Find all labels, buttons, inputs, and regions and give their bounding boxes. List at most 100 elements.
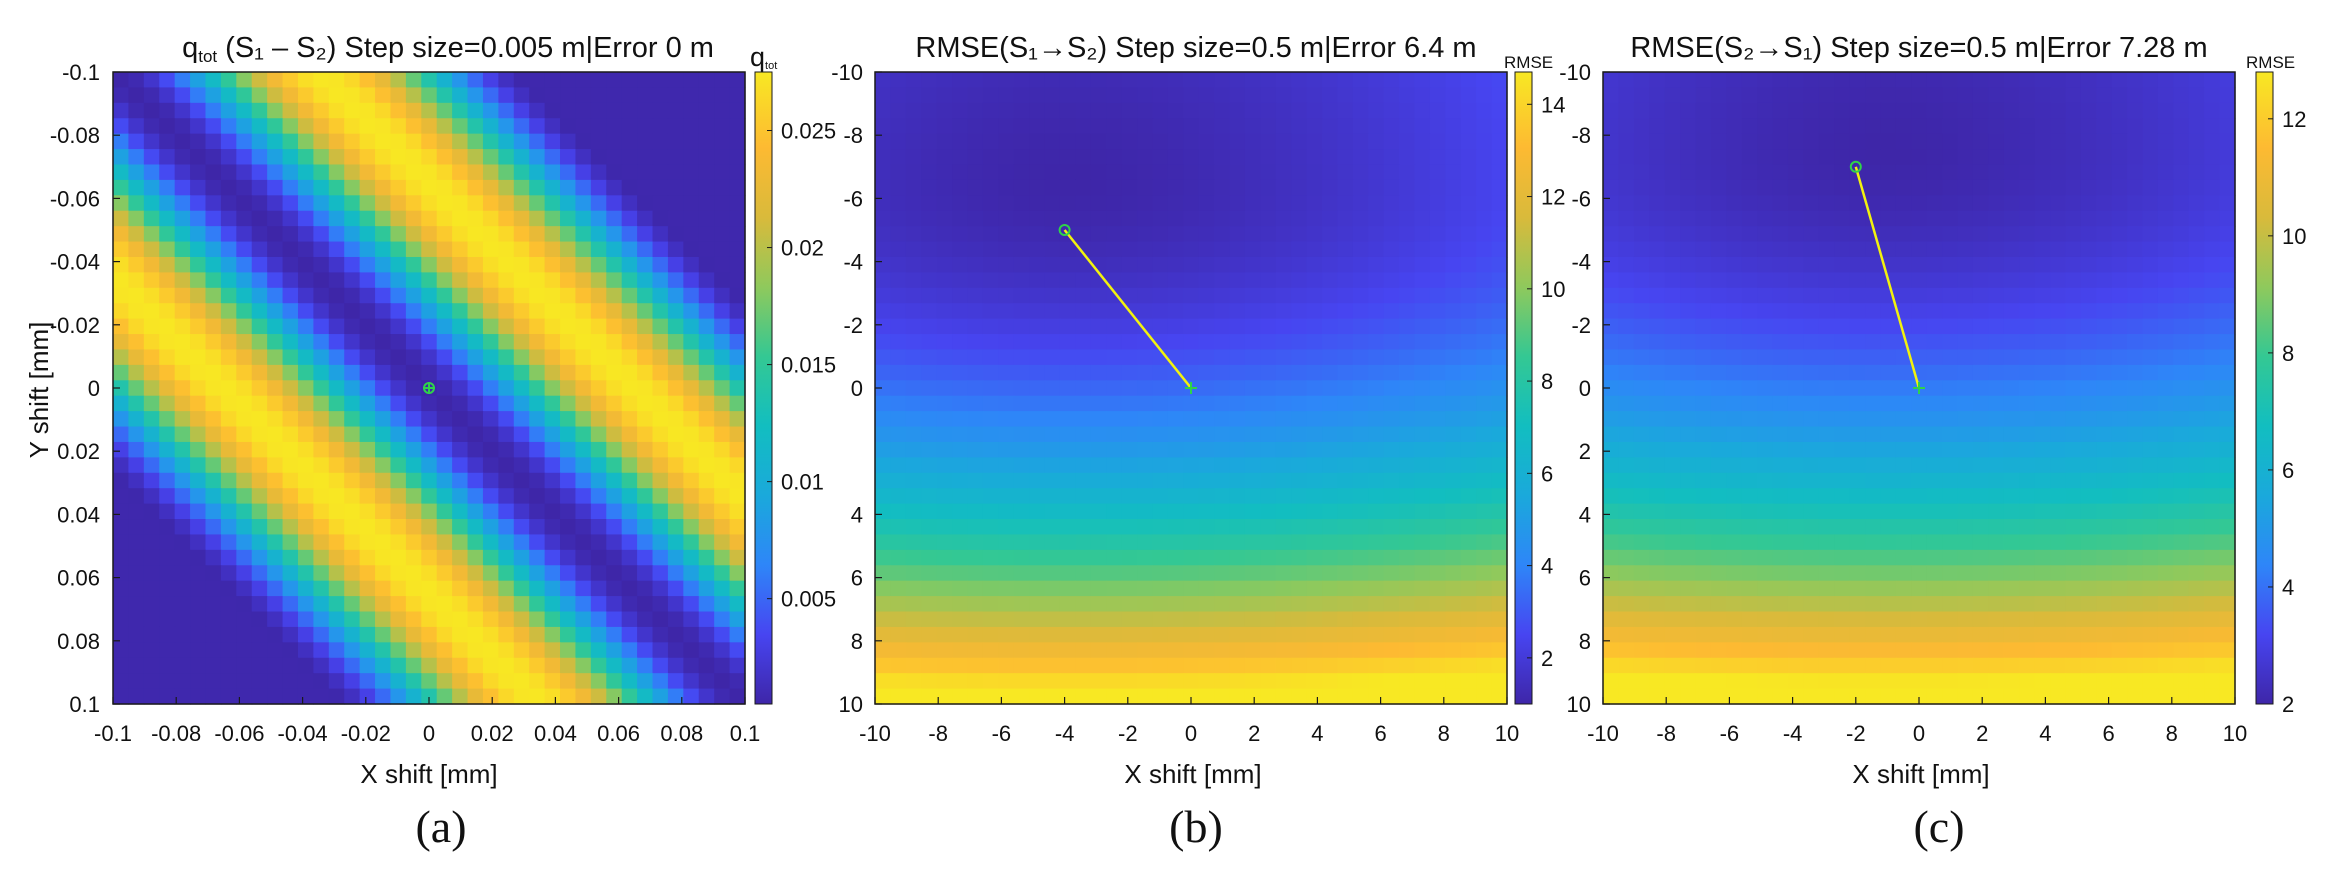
heatmap-cell bbox=[2065, 179, 2082, 196]
heatmap-cell bbox=[1649, 472, 1666, 489]
heatmap-cell bbox=[1260, 241, 1277, 258]
heatmap-cell bbox=[1726, 334, 1743, 351]
heatmap-cell bbox=[921, 287, 938, 304]
heatmap-cell bbox=[698, 503, 715, 520]
heatmap-cell bbox=[1275, 503, 1292, 520]
heatmap-cell bbox=[1710, 519, 1727, 536]
heatmap-cell bbox=[282, 642, 299, 659]
heatmap-cell bbox=[729, 411, 746, 428]
heatmap-cell bbox=[1214, 519, 1231, 536]
heatmap-cell bbox=[344, 488, 361, 505]
heatmap-cell bbox=[159, 164, 176, 181]
heatmap-cell bbox=[621, 534, 638, 551]
heatmap-cell bbox=[637, 364, 654, 381]
heatmap-cell bbox=[2173, 102, 2190, 119]
heatmap-cell bbox=[1618, 364, 1635, 381]
heatmap-cell bbox=[621, 472, 638, 489]
heatmap-cell bbox=[1029, 380, 1046, 397]
heatmap-cell bbox=[1726, 87, 1743, 104]
heatmap-cell bbox=[1680, 179, 1697, 196]
heatmap-cell bbox=[1603, 349, 1620, 366]
heatmap-cell bbox=[1029, 488, 1046, 505]
heatmap-cell bbox=[2111, 457, 2128, 474]
heatmap-cell bbox=[967, 519, 984, 536]
heatmap-cell bbox=[1137, 241, 1154, 258]
heatmap-cell bbox=[1787, 179, 1804, 196]
heatmap-cell bbox=[1926, 426, 1943, 443]
heatmap-cell bbox=[190, 457, 207, 474]
heatmap-cell bbox=[590, 611, 607, 628]
heatmap-cell bbox=[1926, 549, 1943, 566]
heatmap-cell bbox=[560, 303, 577, 320]
heatmap-cell bbox=[1106, 688, 1123, 705]
heatmap-cell bbox=[205, 118, 222, 135]
heatmap-cell bbox=[421, 411, 438, 428]
heatmap-cell bbox=[2065, 241, 2082, 258]
heatmap-cell bbox=[1383, 133, 1400, 150]
heatmap-cell bbox=[1059, 441, 1076, 458]
heatmap-cell bbox=[436, 303, 453, 320]
heatmap-cell bbox=[1618, 334, 1635, 351]
heatmap-cell bbox=[313, 210, 330, 227]
heatmap-cell bbox=[1383, 611, 1400, 628]
heatmap-cell bbox=[251, 195, 268, 212]
heatmap-cell bbox=[297, 272, 314, 289]
heatmap-cell bbox=[952, 303, 969, 320]
heatmap-cell bbox=[1787, 441, 1804, 458]
heatmap-cell bbox=[1911, 457, 1928, 474]
heatmap-cell bbox=[2204, 149, 2221, 166]
heatmap-cell bbox=[467, 534, 484, 551]
heatmap-cell bbox=[1214, 611, 1231, 628]
heatmap-cell bbox=[905, 87, 922, 104]
heatmap-cell bbox=[1491, 673, 1508, 690]
heatmap-cell bbox=[1988, 441, 2005, 458]
heatmap-cell bbox=[1183, 426, 1200, 443]
heatmap-cell bbox=[1414, 133, 1431, 150]
heatmap-cell bbox=[1044, 334, 1061, 351]
heatmap-cell bbox=[436, 673, 453, 690]
heatmap-cell bbox=[1476, 488, 1493, 505]
heatmap-cell bbox=[328, 164, 345, 181]
heatmap-cell bbox=[1229, 503, 1246, 520]
heatmap-cell bbox=[1337, 411, 1354, 428]
heatmap-cell bbox=[544, 426, 561, 443]
heatmap-cell bbox=[513, 426, 530, 443]
heatmap-cell bbox=[2188, 179, 2205, 196]
heatmap-cell bbox=[2204, 580, 2221, 597]
heatmap-cell bbox=[2219, 334, 2236, 351]
heatmap-cell bbox=[452, 210, 469, 227]
heatmap-cell bbox=[1244, 349, 1261, 366]
heatmap-cell bbox=[1352, 488, 1369, 505]
heatmap-cell bbox=[282, 87, 299, 104]
heatmap-cell bbox=[1988, 102, 2005, 119]
heatmap-cell bbox=[1926, 596, 1943, 613]
heatmap-cell bbox=[652, 472, 669, 489]
heatmap-cell bbox=[1445, 256, 1462, 273]
heatmap-cell bbox=[1803, 411, 1820, 428]
heatmap-cell bbox=[498, 364, 515, 381]
y-tick-label: -0.02 bbox=[50, 313, 100, 338]
heatmap-cell bbox=[1291, 472, 1308, 489]
heatmap-cell bbox=[190, 626, 207, 643]
heatmap-cell bbox=[1121, 272, 1138, 289]
heatmap-cell bbox=[560, 549, 577, 566]
heatmap-cell bbox=[1044, 642, 1061, 659]
heatmap-cell bbox=[1090, 87, 1107, 104]
heatmap-cell bbox=[1972, 303, 1989, 320]
heatmap-cell bbox=[498, 149, 515, 166]
heatmap-cell bbox=[1741, 519, 1758, 536]
heatmap-cell bbox=[1383, 164, 1400, 181]
heatmap-cell bbox=[297, 626, 314, 643]
heatmap-cell bbox=[1368, 549, 1385, 566]
heatmap-cell bbox=[1368, 534, 1385, 551]
heatmap-cell bbox=[1121, 549, 1138, 566]
heatmap-cell bbox=[1476, 411, 1493, 428]
heatmap-cell bbox=[359, 72, 376, 89]
heatmap-cell bbox=[560, 457, 577, 474]
heatmap-cell bbox=[2019, 611, 2036, 628]
heatmap-cell bbox=[637, 457, 654, 474]
heatmap-cell bbox=[1726, 364, 1743, 381]
heatmap-cell bbox=[1680, 626, 1697, 643]
y-tick-label: -0.06 bbox=[50, 186, 100, 211]
heatmap-cell bbox=[2096, 364, 2113, 381]
